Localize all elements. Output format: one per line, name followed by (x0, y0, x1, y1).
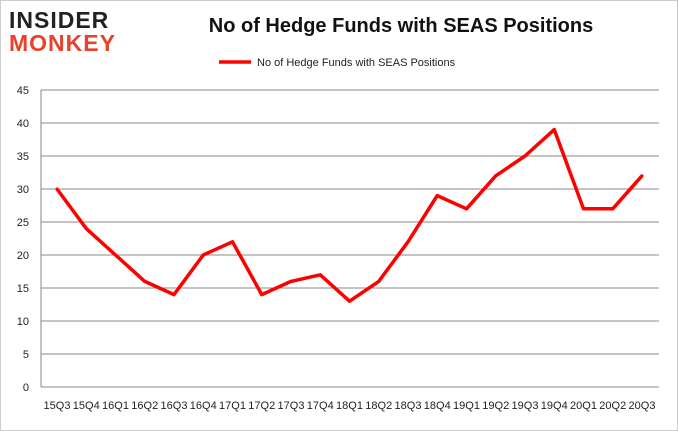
data-point (494, 174, 498, 178)
data-point (465, 207, 468, 211)
y-tick-label: 10 (17, 316, 29, 328)
data-point (552, 128, 556, 132)
data-point (289, 279, 293, 283)
legend-label: No of Hedge Funds with SEAS Positions (257, 57, 456, 69)
x-tick-label: 18Q2 (365, 400, 392, 412)
x-tick-label: 17Q1 (219, 400, 246, 412)
logo-line2: MONKEY (9, 30, 116, 56)
y-tick-label: 25 (17, 217, 29, 229)
x-tick-label: 17Q3 (278, 400, 305, 412)
data-point (377, 279, 381, 283)
x-tick-label: 16Q3 (161, 400, 188, 412)
y-tick-label: 40 (17, 118, 29, 130)
data-point (348, 299, 351, 303)
x-tick-label: 15Q4 (73, 400, 100, 412)
x-tick-label: 19Q1 (453, 400, 480, 412)
chart-title: No of Hedge Funds with SEAS Positions (208, 15, 594, 37)
data-point (260, 293, 264, 297)
insider-monkey-logo: INSIDER MONKEY (9, 9, 116, 55)
x-tick-label: 20Q3 (629, 400, 656, 412)
y-tick-label: 30 (17, 184, 29, 196)
data-point (55, 187, 59, 191)
y-tick-label: 20 (17, 250, 29, 262)
series-line (55, 127, 644, 303)
data-point (172, 293, 176, 297)
data-point (406, 240, 410, 244)
x-tick-label: 16Q2 (131, 400, 158, 412)
x-tick-label: 17Q4 (307, 400, 334, 412)
logo-line1: INSIDER (9, 7, 110, 33)
data-point (611, 207, 615, 211)
data-point (201, 253, 205, 257)
x-tick-label: 18Q1 (336, 400, 363, 412)
y-tick-label: 5 (23, 349, 29, 361)
data-point (523, 154, 527, 158)
y-tick-label: 0 (23, 382, 29, 394)
x-tick-label: 15Q3 (44, 400, 71, 412)
data-point (114, 253, 117, 257)
x-tick-label: 20Q2 (599, 400, 626, 412)
data-point (435, 194, 439, 198)
data-point (231, 240, 234, 244)
y-tick-label: 15 (17, 283, 29, 295)
y-tick-label: 35 (17, 151, 29, 163)
data-point (84, 227, 88, 231)
x-tick-label: 19Q3 (512, 400, 539, 412)
data-point (143, 279, 147, 283)
data-point (318, 273, 322, 277)
x-tick-label: 16Q4 (190, 400, 217, 412)
x-tick-label: 18Q3 (395, 400, 422, 412)
data-point (640, 174, 644, 178)
x-tick-label: 20Q1 (570, 400, 597, 412)
y-tick-label: 45 (17, 85, 29, 97)
x-tick-label: 18Q4 (424, 400, 451, 412)
x-tick-label: 19Q4 (541, 400, 568, 412)
x-tick-label: 16Q1 (102, 400, 129, 412)
x-tick-label: 19Q2 (482, 400, 509, 412)
data-point (582, 207, 585, 211)
x-tick-label: 17Q2 (248, 400, 275, 412)
